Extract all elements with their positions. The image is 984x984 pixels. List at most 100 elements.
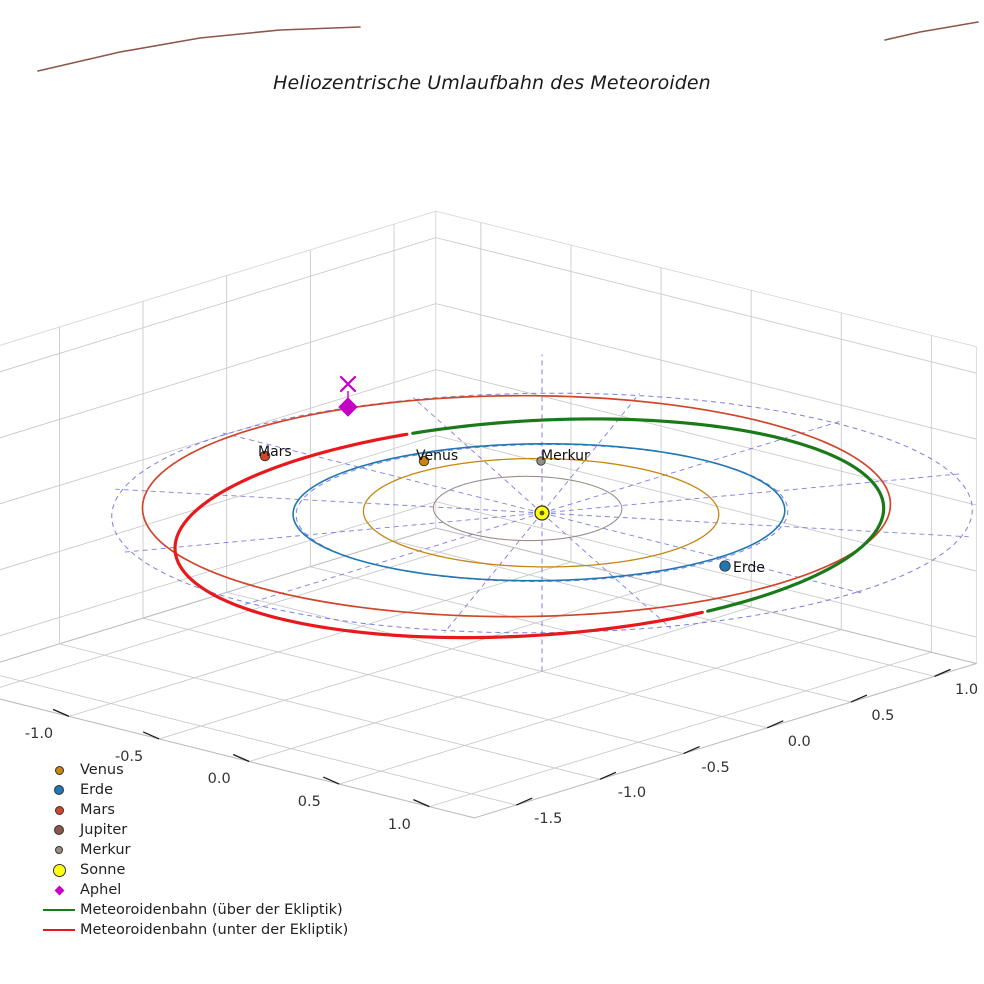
marker-mars [259, 450, 271, 462]
annotation-erde: Erde [733, 560, 765, 576]
legend-item-meteoroidenbahn[interactable]: Meteoroidenbahn (über der Ekliptik) [38, 900, 343, 920]
grid-back-z [435, 237, 977, 374]
marker-merkur [536, 456, 546, 466]
legend-item-venus[interactable]: Venus [38, 760, 338, 780]
legend-item-meteoroidenbahn[interactable]: Meteoroidenbahn (unter der Ekliptik) [38, 920, 348, 940]
legend: Venus Erde Mars Jupiter Merkur Sonne Aphel Mete… [38, 760, 348, 940]
grid-floor-x [158, 584, 662, 740]
x-tick-label: -1.0 [24, 726, 54, 743]
legend-label: Aphel [80, 882, 122, 898]
y-tick-label: 0.0 [787, 733, 811, 750]
legend-label: Meteoroidenbahn (unter der Ekliptik) [80, 922, 349, 938]
grid-left-z [0, 237, 436, 373]
circle-icon [54, 785, 64, 795]
grid-floor-x [429, 651, 932, 808]
circle-icon [54, 825, 64, 835]
legend-marker-circle-icon [38, 765, 80, 775]
grid-floor-y [226, 591, 768, 729]
spine-x-front [0, 698, 475, 819]
legend-label: Mars [80, 802, 115, 818]
marker-sonne-core [539, 510, 545, 516]
grid-left-z [0, 303, 436, 439]
ecliptic-spoke [541, 473, 961, 514]
legend-item-erde[interactable]: Erde [38, 780, 338, 800]
grid-floor-y [59, 643, 601, 780]
grid-left-z [0, 435, 436, 571]
x-tick-label: -0.5 [114, 748, 144, 765]
annotation-merkur: Merkur [541, 448, 590, 464]
ecliptic-spoke [412, 397, 543, 514]
tick-y [934, 668, 951, 677]
grid-left-z [0, 369, 436, 505]
tick-y [683, 745, 700, 755]
tick-y [766, 720, 784, 729]
grid-floor-x [68, 561, 572, 717]
marker-erde [719, 560, 731, 572]
ecliptic-spoke [541, 420, 840, 514]
diamond-icon [54, 885, 64, 895]
legend-label: Jupiter [80, 822, 128, 838]
orbit-mars [141, 394, 892, 618]
grid-back-z [435, 369, 977, 506]
line-icon [43, 909, 75, 911]
grid-floor-x [0, 538, 481, 688]
grid-back-z [435, 303, 977, 440]
legend-marker-diamond-icon [38, 885, 80, 895]
body-markers [259, 375, 731, 572]
ecliptic-spoke [444, 512, 543, 633]
circle-icon [55, 846, 63, 854]
legend-marker-line-icon [38, 929, 80, 931]
tick-x [323, 776, 340, 785]
legend-marker-circle-icon [38, 863, 80, 877]
y-tick-label: 0.5 [871, 708, 895, 725]
spine-y-right [474, 663, 977, 819]
legend-marker-circle-icon [38, 825, 80, 835]
legend-item-jupiter[interactable]: Jupiter [38, 820, 338, 840]
orbit-merkur [432, 475, 623, 542]
grid-floor-y [0, 675, 517, 806]
legend-marker-circle-icon [38, 846, 80, 854]
ecliptic-ring [111, 392, 973, 634]
meteoroid-arc-below [173, 432, 704, 640]
legend-label: Venus [80, 762, 124, 778]
planet-orbits [37, 21, 979, 618]
line-icon [43, 929, 75, 931]
ecliptic-spoke [244, 512, 543, 606]
tick-y [599, 771, 617, 780]
grid-floor-x [249, 606, 752, 762]
tick-y [515, 797, 533, 806]
legend-label: Meteoroidenbahn (über der Ekliptik) [80, 902, 343, 918]
tick-x [413, 799, 430, 808]
ecliptic-spoke [541, 393, 640, 514]
circle-icon [52, 863, 66, 877]
circle-icon [54, 805, 64, 815]
meteoroid-orbit [173, 417, 886, 640]
legend-item-sonne[interactable]: Sonne [38, 860, 338, 880]
x-tick-label: 1.0 [387, 816, 411, 833]
orbit-jupiter-right [884, 21, 979, 41]
tick-x [232, 753, 250, 763]
y-tick-label: -1.0 [617, 785, 647, 802]
legend-label: Sonne [80, 862, 126, 878]
axes-gridlines [0, 222, 977, 819]
y-tick-label: 1.0 [955, 682, 979, 699]
legend-item-mars[interactable]: Mars [38, 800, 338, 820]
legend-label: Erde [80, 782, 113, 798]
orbit-venus [362, 457, 720, 568]
ecliptic-spoke [221, 432, 543, 514]
x-tick-label: 0.5 [297, 794, 321, 811]
annotation-mars: Mars [258, 444, 292, 460]
grid-floor-y [142, 617, 684, 754]
grid-left-z [0, 501, 436, 637]
legend-item-aphel[interactable]: Aphel [38, 880, 338, 900]
marker-aphel-cross [339, 375, 357, 393]
ecliptic-spoke [541, 512, 863, 594]
marker-venus [418, 455, 430, 467]
legend-marker-circle-icon [38, 805, 80, 815]
legend-marker-circle-icon [38, 785, 80, 795]
y-tick-label: -1.5 [534, 811, 563, 828]
page-title: Heliozentrische Umlaufbahn des Meteoroid… [273, 72, 711, 94]
y-tick-label: -0.5 [701, 759, 730, 776]
legend-item-merkur[interactable]: Merkur [38, 840, 338, 860]
